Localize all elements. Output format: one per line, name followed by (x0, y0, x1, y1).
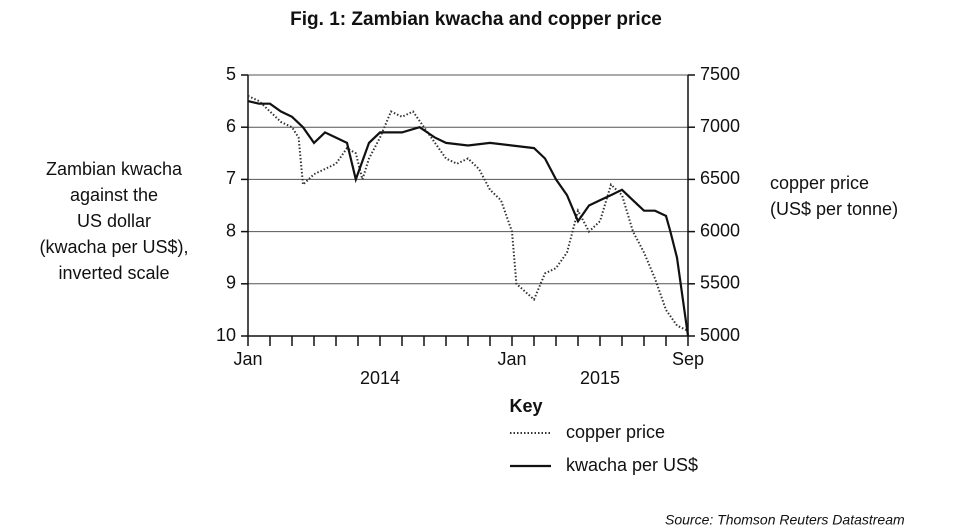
year-label: 2014 (360, 368, 400, 388)
x-tick-label: Sep (672, 349, 704, 369)
y-axis-label: Zambian kwacha (46, 159, 183, 179)
y-tick-label: 8 (226, 220, 236, 240)
x-tick-label: Jan (497, 349, 526, 369)
legend-title: Key (509, 396, 542, 416)
x-tick-label: Jan (233, 349, 262, 369)
chart-title: Fig. 1: Zambian kwacha and copper price (290, 9, 662, 30)
y-axis-label: inverted scale (58, 263, 169, 283)
y2-axis-label: (US$ per tonne) (770, 199, 898, 219)
legend-label: kwacha per US$ (566, 455, 698, 475)
y-tick-label: 7 (226, 168, 236, 188)
source: Source: Thomson Reuters Datastream (665, 512, 905, 528)
y-axis-label: (kwacha per US$), (39, 237, 188, 257)
y2-tick-label: 7500 (700, 64, 740, 84)
year-label: 2015 (580, 368, 620, 388)
y2-axis-label: copper price (770, 173, 869, 193)
y2-tick-label: 5000 (700, 325, 740, 345)
y-axis-label: US dollar (77, 211, 151, 231)
y2-tick-label: 6000 (700, 220, 740, 240)
y-axis-label: against the (70, 185, 158, 205)
legend-label: copper price (566, 422, 665, 442)
y-tick-label: 9 (226, 273, 236, 293)
series-line (247, 94, 689, 332)
y2-tick-label: 5500 (700, 273, 740, 293)
y-tick-label: 10 (216, 325, 236, 345)
y2-tick-label: 6500 (700, 168, 740, 188)
y-tick-label: 5 (226, 64, 236, 84)
y-tick-label: 6 (226, 116, 236, 136)
y2-tick-label: 7000 (700, 116, 740, 136)
series-line (247, 100, 690, 337)
